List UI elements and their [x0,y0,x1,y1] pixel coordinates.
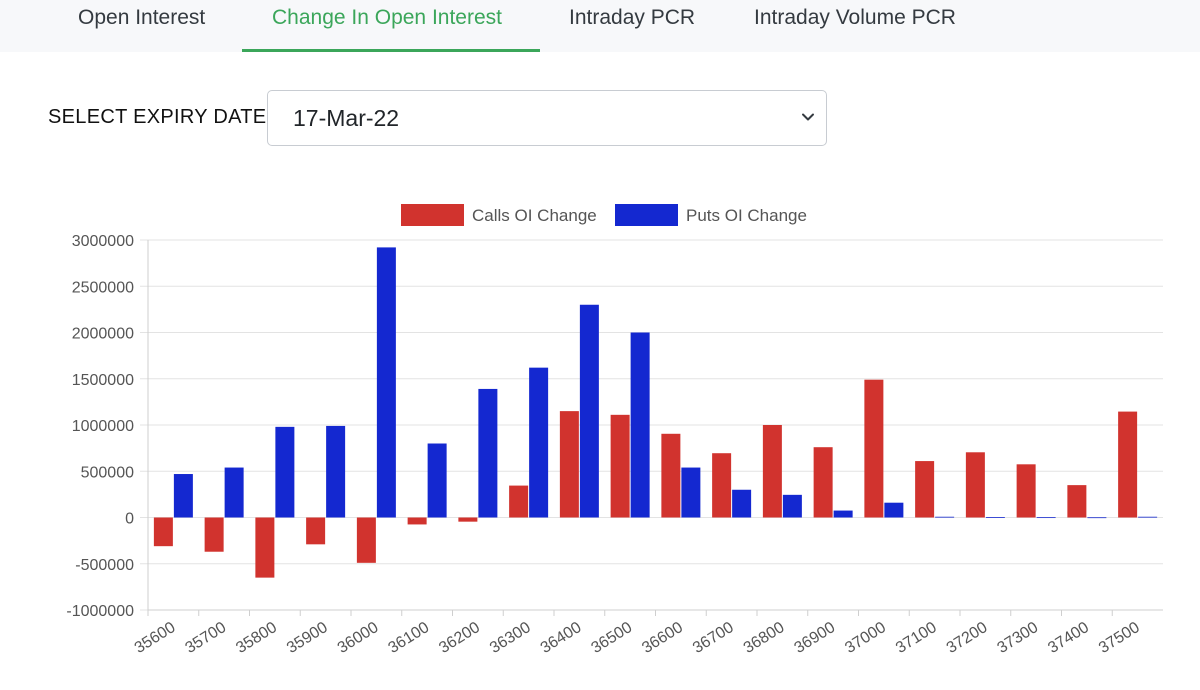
puts-bar-37300 [1036,517,1056,519]
x-tick-label-35600: 35600 [132,619,179,657]
calls-bar-36300 [509,485,529,518]
x-tick-label-37300: 37300 [994,619,1041,657]
puts-bar-36600 [681,467,701,518]
tab-open-interest[interactable]: Open Interest [78,6,206,29]
puts-bar-36000 [376,247,396,518]
x-tick-label-36400: 36400 [538,619,585,657]
x-tick-label-36800: 36800 [741,619,788,657]
calls-bar-36200 [458,517,478,522]
x-tick-label-37400: 37400 [1045,619,1092,657]
expiry-date-select[interactable]: 17-Mar-22 [267,90,827,146]
legend-label-calls: Calls OI Change [472,206,597,225]
calls-bar-36400 [559,411,579,518]
x-tick-label-36200: 36200 [436,619,483,657]
expiry-date-label: SELECT EXPIRY DATE: [48,106,273,128]
active-tab-indicator [242,49,540,52]
x-tick-label-36500: 36500 [588,619,635,657]
tabs-bar: Open Interest Change In Open Interest In… [0,0,1200,52]
oi-change-bar-chart: Calls OI Change Puts OI Change 3000000 2500… [66,204,1163,657]
tab-change-in-open-interest[interactable]: Change In Open Interest [272,6,502,29]
puts-bar-36700 [732,489,752,518]
x-tick-label-36300: 36300 [487,619,534,657]
puts-bar-36500 [630,332,650,518]
puts-bar-36200 [478,388,498,518]
y-tick-label: 2000000 [72,326,134,343]
calls-bar-35600 [153,517,173,547]
calls-bar-35900 [306,517,326,545]
expiry-date-value: 17-Mar-22 [293,105,400,131]
y-tick-label: 3000000 [72,233,134,250]
tab-intraday-pcr[interactable]: Intraday PCR [569,6,696,29]
calls-bar-36700 [712,453,732,518]
x-tick-label-37200: 37200 [944,619,991,657]
legend-swatch-puts [615,204,678,226]
y-tick-label: -1000000 [66,603,134,620]
x-tick-label-35700: 35700 [182,619,229,657]
x-tick-label-37000: 37000 [842,619,889,657]
calls-bar-36000 [356,517,376,563]
x-tick-label-36600: 36600 [639,619,686,657]
calls-bar-37100 [915,461,935,518]
x-tick-label-36100: 36100 [385,619,432,657]
x-tick-label-35800: 35800 [233,619,280,657]
y-tick-label: 2500000 [72,279,134,296]
puts-bar-36300 [529,367,549,518]
puts-bar-37100 [935,516,955,518]
legend-label-puts: Puts OI Change [686,206,807,225]
puts-bar-37400 [1087,517,1107,519]
puts-bar-37200 [985,517,1005,518]
tab-intraday-volume-pcr[interactable]: Intraday Volume PCR [754,6,956,29]
x-tick-label-35900: 35900 [284,619,331,657]
x-tick-label-36000: 36000 [335,619,382,657]
y-tick-label: -500000 [75,557,134,574]
calls-bar-36100 [407,517,427,525]
calls-bar-37400 [1067,485,1087,518]
calls-bar-35700 [204,517,224,552]
y-tick-label: 500000 [81,464,134,481]
calls-bar-36800 [762,425,782,518]
calls-bar-36600 [661,433,681,518]
calls-bar-36900 [813,447,833,518]
puts-bar-35700 [224,467,244,518]
legend-swatch-calls [401,204,464,226]
calls-bar-35800 [255,517,275,578]
puts-bar-37000 [884,502,904,518]
puts-bar-36900 [833,510,853,518]
calls-bar-37300 [1016,464,1036,518]
y-tick-label: 1000000 [72,418,134,435]
calls-bar-37500 [1118,411,1138,518]
puts-bar-35900 [326,425,346,518]
x-tick-label-36700: 36700 [690,619,737,657]
x-tick-label-36900: 36900 [791,619,838,657]
puts-bar-37500 [1138,516,1158,518]
y-tick-label: 0 [125,511,134,528]
puts-bar-36800 [782,494,802,518]
calls-bar-37000 [864,379,884,518]
puts-bar-35600 [173,474,193,518]
calls-bar-36500 [610,414,630,518]
x-tick-label-37500: 37500 [1096,619,1143,657]
x-tick-label-37100: 37100 [893,619,940,657]
calls-bar-37200 [965,452,985,518]
puts-bar-35800 [275,426,295,518]
y-tick-label: 1500000 [72,372,134,389]
puts-bar-36100 [427,443,447,518]
chevron-down-icon [802,113,814,121]
puts-bar-36400 [579,304,599,518]
